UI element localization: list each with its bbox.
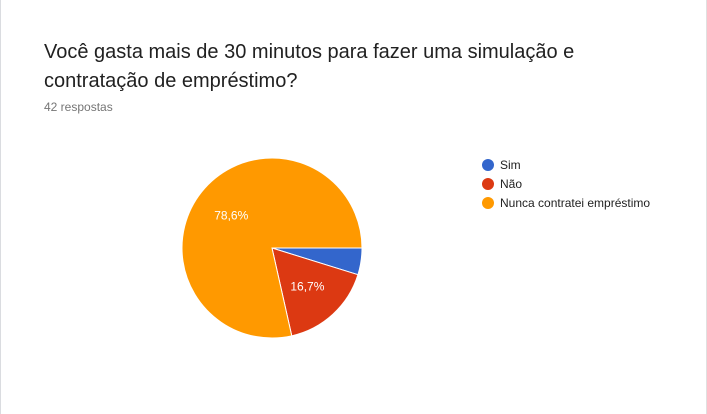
pie-slice-data-label: 78,6% (214, 208, 248, 222)
legend-item[interactable]: Não (482, 174, 650, 193)
pie-slice-n-o[interactable] (271, 247, 359, 337)
pie-slice-nunca-contratei-empr-stimo[interactable] (181, 157, 363, 339)
pie-slice-data-label: 16,7% (290, 279, 324, 293)
legend-item[interactable]: Nunca contratei empréstimo (482, 193, 650, 212)
legend-label: Nunca contratei empréstimo (500, 195, 651, 210)
legend-swatch-icon (482, 177, 494, 190)
legend-swatch-icon (482, 158, 494, 171)
legend-label: Não (500, 176, 523, 191)
legend-label: Sim (500, 157, 521, 172)
chart-legend: Sim Não Nunca contratei empréstimo (482, 155, 650, 212)
legend-item[interactable]: Sim (482, 155, 650, 174)
question-title: Você gasta mais de 30 minutos para fazer… (44, 41, 575, 92)
card-left-border (0, 0, 1, 414)
response-count: 42 respostas (44, 100, 113, 114)
legend-swatch-icon (482, 196, 494, 209)
